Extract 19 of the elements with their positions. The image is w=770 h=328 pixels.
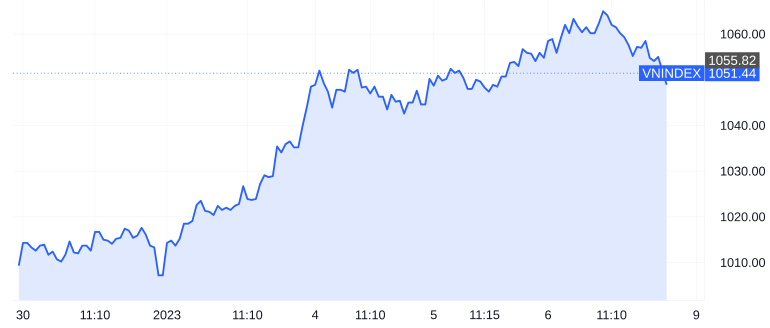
x-tick-label: 6 (545, 310, 552, 320)
x-tick-label: 5 (430, 310, 437, 320)
x-tick-label: 11:10 (80, 310, 110, 320)
y-tick-label: 1060.00 (721, 29, 766, 38)
x-tick-label: 9 (693, 310, 700, 320)
text: 1055.82 (709, 55, 756, 65)
x-tick-label: 11:10 (356, 310, 386, 320)
x-tick-label: 11:10 (597, 310, 626, 320)
ref-line-label: 1051.44 (709, 68, 756, 78)
y-tick-label: 1040.00 (721, 120, 766, 130)
y-tick-label: 1010.00 (721, 258, 766, 267)
y-tick-label: 1020.00 (721, 212, 766, 222)
x-tick-label: 30 (16, 310, 30, 320)
y-tick-label: 1030.00 (721, 166, 766, 176)
series-label: VNINDEX (642, 68, 701, 78)
x-tick-label: 4 (312, 310, 318, 319)
x-tick-label: 2023 (154, 310, 180, 320)
x-tick-label: 11:10 (233, 310, 262, 320)
x-tick-label: 11:15 (470, 310, 500, 320)
